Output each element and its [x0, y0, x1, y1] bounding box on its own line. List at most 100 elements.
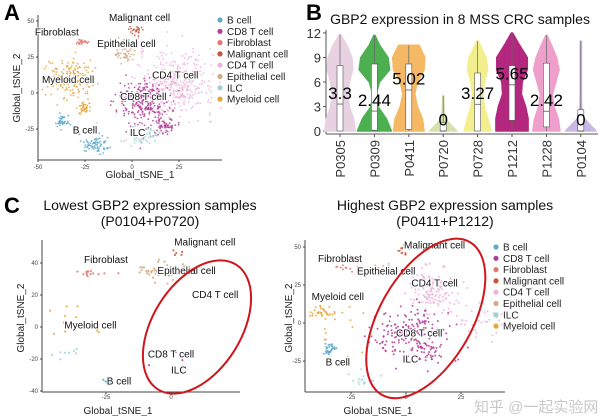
data-point: [171, 64, 174, 67]
data-point: [149, 134, 152, 136]
data-point: [85, 110, 88, 113]
data-point: [145, 269, 148, 272]
legend-label: Myeloid cell: [503, 322, 555, 333]
data-point: [431, 327, 434, 330]
box: [405, 63, 413, 130]
data-point: [413, 339, 416, 341]
data-point: [160, 124, 163, 127]
data-point: [157, 76, 160, 79]
data-point: [490, 340, 493, 343]
data-point: [498, 319, 500, 322]
data-point: [162, 76, 164, 79]
data-point: [183, 57, 186, 59]
data-point: [425, 312, 428, 315]
data-point: [124, 53, 127, 56]
data-point: [426, 370, 429, 373]
data-point: [134, 125, 137, 127]
data-point: [50, 353, 54, 356]
data-point: [400, 335, 403, 338]
data-point: [159, 80, 162, 83]
data-point: [70, 79, 73, 82]
data-point: [77, 96, 79, 99]
data-point: [158, 57, 161, 60]
data-point: [177, 123, 180, 126]
data-point: [75, 347, 78, 351]
data-point: [483, 311, 486, 314]
data-point: [81, 81, 84, 83]
data-point: [157, 92, 160, 95]
data-point: [133, 105, 136, 107]
median-label: 2.42: [530, 91, 563, 110]
data-point: [86, 140, 88, 143]
data-point: [133, 113, 136, 116]
data-point: [163, 270, 166, 273]
data-point: [321, 308, 324, 310]
data-point: [168, 89, 171, 91]
data-point: [161, 68, 164, 71]
data-point: [82, 273, 85, 276]
data-point: [135, 84, 138, 87]
legend-label: CD8 T cell: [503, 254, 549, 265]
data-point: [84, 76, 87, 79]
data-point: [431, 286, 433, 289]
data-point: [165, 267, 168, 271]
data-point: [333, 310, 336, 313]
data-point: [428, 296, 431, 299]
data-point: [407, 341, 410, 344]
data-point: [453, 303, 456, 306]
data-point: [83, 141, 85, 144]
violin-p0305: 3.3 P0305: [323, 33, 357, 178]
data-point: [104, 380, 107, 383]
data-point: [418, 333, 421, 336]
data-point: [116, 49, 119, 51]
data-point: [166, 282, 169, 285]
data-point: [478, 301, 481, 304]
data-point: [137, 82, 140, 85]
data-point: [51, 62, 54, 64]
data-point: [158, 95, 161, 98]
data-point: [177, 64, 180, 67]
data-point: [165, 81, 168, 84]
data-point: [82, 88, 85, 90]
data-point: [140, 96, 143, 99]
data-point: [157, 260, 160, 263]
data-point: [192, 51, 195, 53]
data-point: [80, 108, 83, 111]
data-point: [52, 75, 55, 77]
data-point: [163, 77, 166, 79]
x-tick-label: -25: [102, 395, 111, 401]
data-point: [439, 345, 441, 348]
data-point: [371, 379, 373, 382]
data-point: [141, 87, 144, 89]
data-point: [148, 136, 150, 139]
data-point: [423, 278, 426, 281]
data-point: [99, 145, 102, 148]
data-point: [175, 251, 178, 255]
data-point: [71, 88, 74, 91]
data-point: [133, 97, 136, 100]
data-point: [457, 301, 460, 304]
y-axis-title: Global_tSNE_2: [12, 53, 23, 122]
data-point: [133, 53, 136, 56]
legend-label: ILC: [227, 83, 243, 94]
data-point: [144, 100, 147, 103]
data-point: [156, 97, 159, 100]
data-point: [150, 271, 153, 274]
data-point: [144, 93, 147, 95]
data-point: [439, 278, 442, 281]
data-point: [164, 84, 167, 87]
data-point: [363, 381, 366, 384]
data-point: [399, 331, 402, 334]
data-point: [207, 98, 210, 101]
data-point: [402, 333, 405, 335]
data-point: [143, 133, 146, 136]
data-point: [155, 132, 158, 135]
scatter-plot-a: -50 -25 0 25 50 25 0 -25 Global_tSNE_1 Global_tSN…: [12, 12, 288, 181]
data-point: [443, 265, 446, 268]
data-point: [209, 114, 212, 116]
data-point: [323, 328, 326, 330]
legend-swatch: [493, 323, 499, 329]
x-tick-label: 0: [404, 395, 408, 401]
data-point: [420, 273, 423, 276]
data-point: [191, 73, 194, 76]
